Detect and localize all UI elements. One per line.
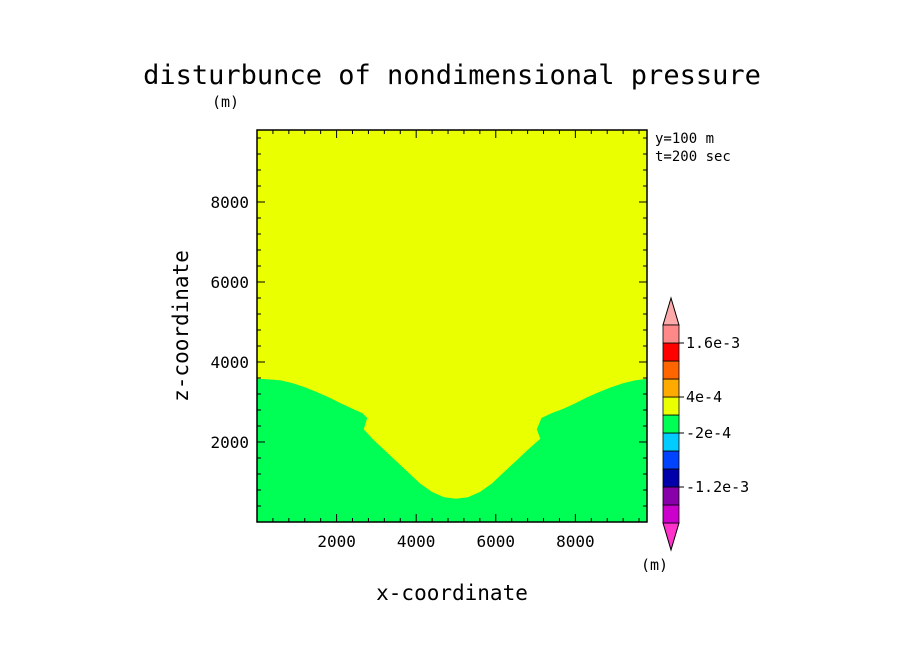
x-axis-label: x-coordinate — [376, 581, 528, 605]
info-y-position: y=100 m — [655, 131, 714, 147]
colorbar-segment — [662, 450, 680, 470]
axis-ticks — [257, 130, 647, 522]
colorbar-under-triangle — [662, 522, 680, 552]
y-tick-label: 2000 — [210, 433, 249, 452]
negative-disturbance-region — [257, 378, 647, 522]
x-tick-label: 8000 — [556, 532, 595, 551]
colorbar-label: 1.6e-3 — [686, 334, 740, 352]
colorbar-segment — [662, 378, 680, 398]
colorbar-segment — [662, 342, 680, 362]
colorbar: -1.2e-3 -2e-4 4e-4 1.6e-3 — [662, 296, 749, 552]
title-unit-label: (m) — [212, 93, 239, 111]
plot-area: 2000 4000 6000 8000 2000 4000 6000 8000 — [210, 129, 648, 551]
y-tick-label: 4000 — [210, 353, 249, 372]
x-tick-label: 6000 — [477, 532, 516, 551]
colorbar-label: -1.2e-3 — [686, 478, 749, 496]
colorbar-over-triangle — [662, 296, 680, 326]
y-tick-label: 8000 — [210, 193, 249, 212]
colorbar-label: -2e-4 — [686, 424, 731, 442]
colorbar-segment — [662, 324, 680, 344]
info-time: t=200 sec — [655, 149, 731, 165]
x-tick-label: 2000 — [317, 532, 356, 551]
colorbar-segment — [662, 360, 680, 380]
plot-frame — [256, 129, 648, 523]
colorbar-segment — [662, 432, 680, 452]
colorbar-segment — [662, 414, 680, 434]
colorbar-segment — [662, 396, 680, 416]
colorbar-unit-label: (m) — [641, 556, 668, 574]
chart-title: disturbunce of nondimensional pressure — [143, 60, 761, 91]
colorbar-segment — [662, 468, 680, 488]
colorbar-segment — [662, 504, 680, 524]
y-axis-label: z-coordinate — [169, 250, 193, 402]
y-tick-label: 6000 — [210, 273, 249, 292]
x-tick-label: 4000 — [397, 532, 436, 551]
colorbar-label: 4e-4 — [686, 388, 722, 406]
colorbar-segment — [662, 486, 680, 506]
